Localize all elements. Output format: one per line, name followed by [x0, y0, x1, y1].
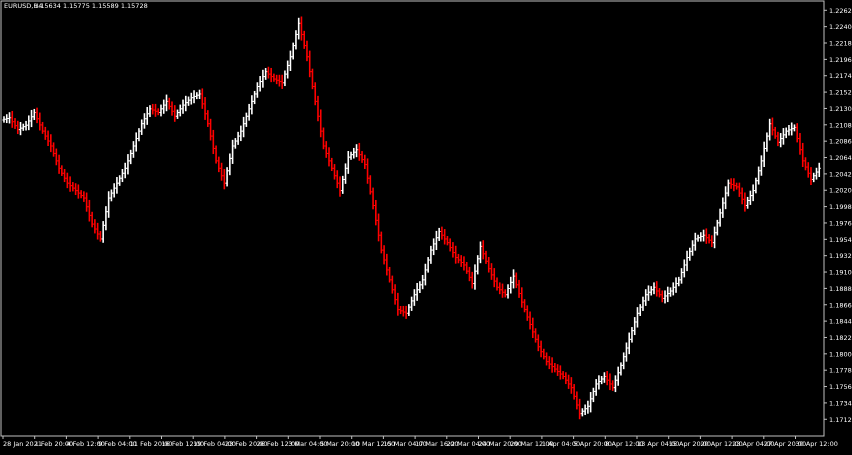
x-tick-label: 3 Mar 04:00	[288, 440, 327, 448]
x-tick-label: 8 Apr 12:00	[605, 440, 643, 448]
x-tick-label: 20 Apr 12:00	[700, 440, 742, 448]
y-tick-label: 1.22625	[829, 7, 852, 15]
x-tick-label: 4 Feb 12:00	[66, 440, 105, 448]
y-tick-label: 1.21745	[829, 72, 852, 80]
x-tick-label: 23 Feb 20:00	[225, 440, 268, 448]
x-tick-label: 11 Feb 20:00	[130, 440, 173, 448]
price-bars	[2, 16, 821, 420]
x-tick-label: 5 Mar 20:00	[320, 440, 359, 448]
y-tick-label: 1.18665	[829, 301, 852, 309]
y-tick-label: 1.19545	[829, 236, 852, 244]
symbol-title: EURUSD,H4	[4, 2, 42, 10]
x-tick-label: 10 Mar 12:00	[352, 440, 395, 448]
x-tick-label: 24 Mar 20:00	[479, 440, 522, 448]
y-tick-label: 1.19765	[829, 219, 852, 227]
x-tick-label: 15 Apr 20:00	[669, 440, 711, 448]
x-tick-label: 16 Feb 12:00	[162, 440, 205, 448]
x-tick-label: 26 Feb 12:00	[257, 440, 300, 448]
x-tick-label: 1 Apr 04:00	[542, 440, 580, 448]
y-tick-label: 1.17565	[829, 383, 852, 391]
x-tick-label: 9 Feb 04:00	[98, 440, 137, 448]
y-tick-label: 1.17785	[829, 367, 852, 375]
x-tick-label: 22 Mar 04:00	[447, 440, 490, 448]
y-tick-label: 1.19325	[829, 252, 852, 260]
y-tick-label: 1.19105	[829, 269, 852, 277]
x-tick-label: 5 Apr 20:00	[574, 440, 612, 448]
y-tick-label: 1.18885	[829, 285, 852, 293]
y-tick-label: 1.22405	[829, 23, 852, 31]
y-tick-label: 1.21525	[829, 89, 852, 97]
plot-frame	[0, 0, 825, 437]
y-tick-label: 1.18225	[829, 334, 852, 342]
y-tick-label: 1.22185	[829, 40, 852, 48]
x-tick-label: 28 Jan 2021	[3, 440, 42, 448]
x-tick-label: 29 Mar 12:00	[510, 440, 553, 448]
ohlc-bar	[817, 162, 821, 177]
y-tick-label: 1.20645	[829, 154, 852, 162]
x-tick-label: 23 Apr 04:00	[732, 440, 774, 448]
y-tick-label: 1.20425	[829, 170, 852, 178]
y-tick-label: 1.18445	[829, 318, 852, 326]
y-tick-label: 1.18005	[829, 350, 852, 358]
x-tick-label: 19 Feb 04:00	[193, 440, 236, 448]
y-tick-label: 1.17345	[829, 399, 852, 407]
y-tick-label: 1.19985	[829, 203, 852, 211]
y-tick-label: 1.17125	[829, 416, 852, 424]
x-tick-label: 17 Mar 16:00	[415, 440, 458, 448]
x-tick-label: 15 Mar 04:00	[383, 440, 426, 448]
y-tick-label: 1.21305	[829, 105, 852, 113]
x-tick-label: 13 Apr 04:00	[637, 440, 679, 448]
x-tick-label: 1 Feb 20:00	[35, 440, 74, 448]
x-tick-label: 27 Apr 20:00	[764, 440, 806, 448]
price-axis: 1.22625 1.22405 1.22185 1.21965 1.21745 1.215…	[824, 7, 852, 424]
y-tick-label: 1.20205	[829, 187, 852, 195]
y-tick-label: 1.20865	[829, 138, 852, 146]
ohlc-readout: 1.15634 1.15775 1.15589 1.15728	[34, 2, 148, 10]
y-tick-label: 1.21085	[829, 121, 852, 129]
y-tick-label: 1.21965	[829, 56, 852, 64]
x-tick-label: 30 Apr 12:00	[796, 440, 838, 448]
